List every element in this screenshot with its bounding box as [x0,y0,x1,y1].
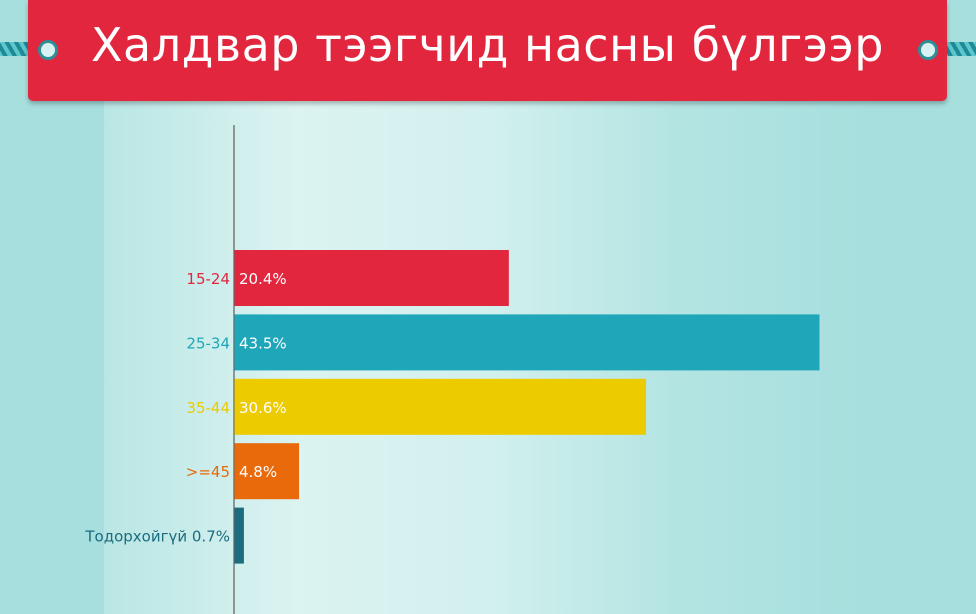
ring-left-icon [38,40,58,60]
chart-title: Халдвар тээгчид насны бүлгээр [91,18,884,72]
title-banner: Халдвар тээгчид насны бүлгээр [28,0,947,101]
category-label-1: 25-34 [186,334,230,352]
value-label-0: 20.4% [239,270,287,288]
bar-1 [234,314,820,371]
bar-4 [234,507,244,564]
value-label-2: 30.6% [239,399,287,417]
category-label-3: >=45 [186,463,230,481]
value-label-4: 0.7% [239,528,277,546]
category-label-4: Тодорхойгүй 0.7% [84,528,230,546]
category-label-2: 35-44 [186,399,230,417]
value-label-1: 43.5% [239,334,287,352]
ring-right-icon [918,40,938,60]
bar-0 [234,250,509,306]
bar-3 [234,443,300,500]
bar-2 [234,378,647,435]
value-label-3: 4.8% [239,463,277,481]
chart-background [104,0,870,614]
category-label-0: 15-24 [186,270,230,288]
